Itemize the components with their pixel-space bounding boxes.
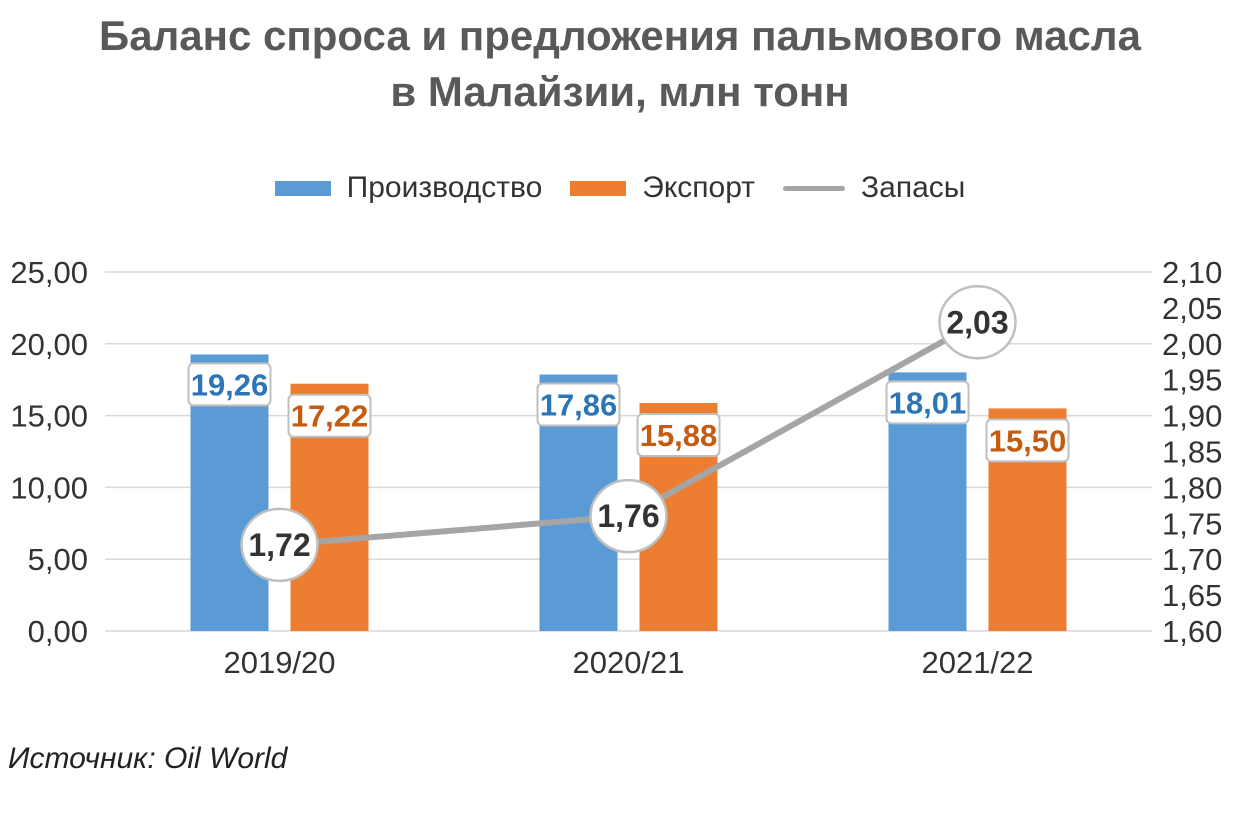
chart-title: Баланс спроса и предложения пальмового м… [0,8,1240,120]
y-left-tick-label: 10,00 [10,470,88,505]
legend-swatch-export [570,180,627,196]
y-left-tick-label: 15,00 [10,399,88,434]
data-label-stocks: 1,76 [597,498,659,534]
y-right-tick-label: 1,85 [1162,435,1222,470]
y-right-tick-label: 1,65 [1162,578,1222,613]
data-label-production-box [885,380,970,425]
y-left-tick-label: 5,00 [28,542,88,577]
y-right-tick-label: 2,10 [1162,255,1222,290]
y-right-tick-label: 2,00 [1162,327,1222,362]
y-left-tick-label: 0,00 [28,614,88,649]
data-label-export-box [636,412,721,457]
legend-item-stocks: Запасы [783,171,965,205]
data-label-production: 19,26 [191,367,269,402]
data-label-stocks-bubble [589,478,668,554]
data-label-export: 15,88 [640,418,718,453]
y-left-tick-label: 20,00 [10,327,88,362]
legend-swatch-production [274,180,331,196]
data-label-export: 17,22 [291,399,369,434]
y-right-tick-label: 1,80 [1162,470,1222,505]
y-right-tick-label: 2,05 [1162,291,1222,326]
x-tick-label: 2021/22 [921,645,1033,680]
y-left-tick-label: 25,00 [10,255,88,290]
data-label-stocks-bubble [240,507,319,583]
data-label-production-box [536,382,621,427]
data-label-stocks: 1,72 [248,527,310,563]
data-label-production-box [187,362,272,407]
x-tick-label: 2019/20 [223,645,335,680]
data-label-export-box [985,418,1070,463]
data-label-export-box [287,393,372,438]
legend-item-export: Экспорт [570,171,755,205]
data-label-stocks-bubble [938,285,1017,360]
legend-label-production: Производство [346,171,543,204]
y-right-tick-label: 1,70 [1162,542,1222,577]
data-label-production: 17,86 [540,388,618,423]
y-right-tick-label: 1,90 [1162,399,1222,434]
chart-legend: Производство Экспорт Запасы [0,168,1240,208]
data-label-production: 18,01 [889,385,967,420]
legend-label-stocks: Запасы [861,171,966,204]
y-right-tick-label: 1,75 [1162,506,1222,541]
y-right-tick-label: 1,95 [1162,363,1222,398]
data-label-stocks: 2,03 [946,304,1008,340]
legend-item-production: Производство [274,171,543,205]
legend-swatch-stocks [783,185,846,191]
chart-title-line-2: в Малайзии, млн тонн [390,68,850,115]
chart-title-line-1: Баланс спроса и предложения пальмового м… [99,12,1141,59]
legend-label-export: Экспорт [642,171,756,204]
x-tick-label: 2020/21 [572,645,684,680]
y-right-tick-label: 1,60 [1162,614,1222,649]
source-note: Источник: Oil World [8,742,288,775]
data-label-export: 15,50 [989,423,1067,458]
